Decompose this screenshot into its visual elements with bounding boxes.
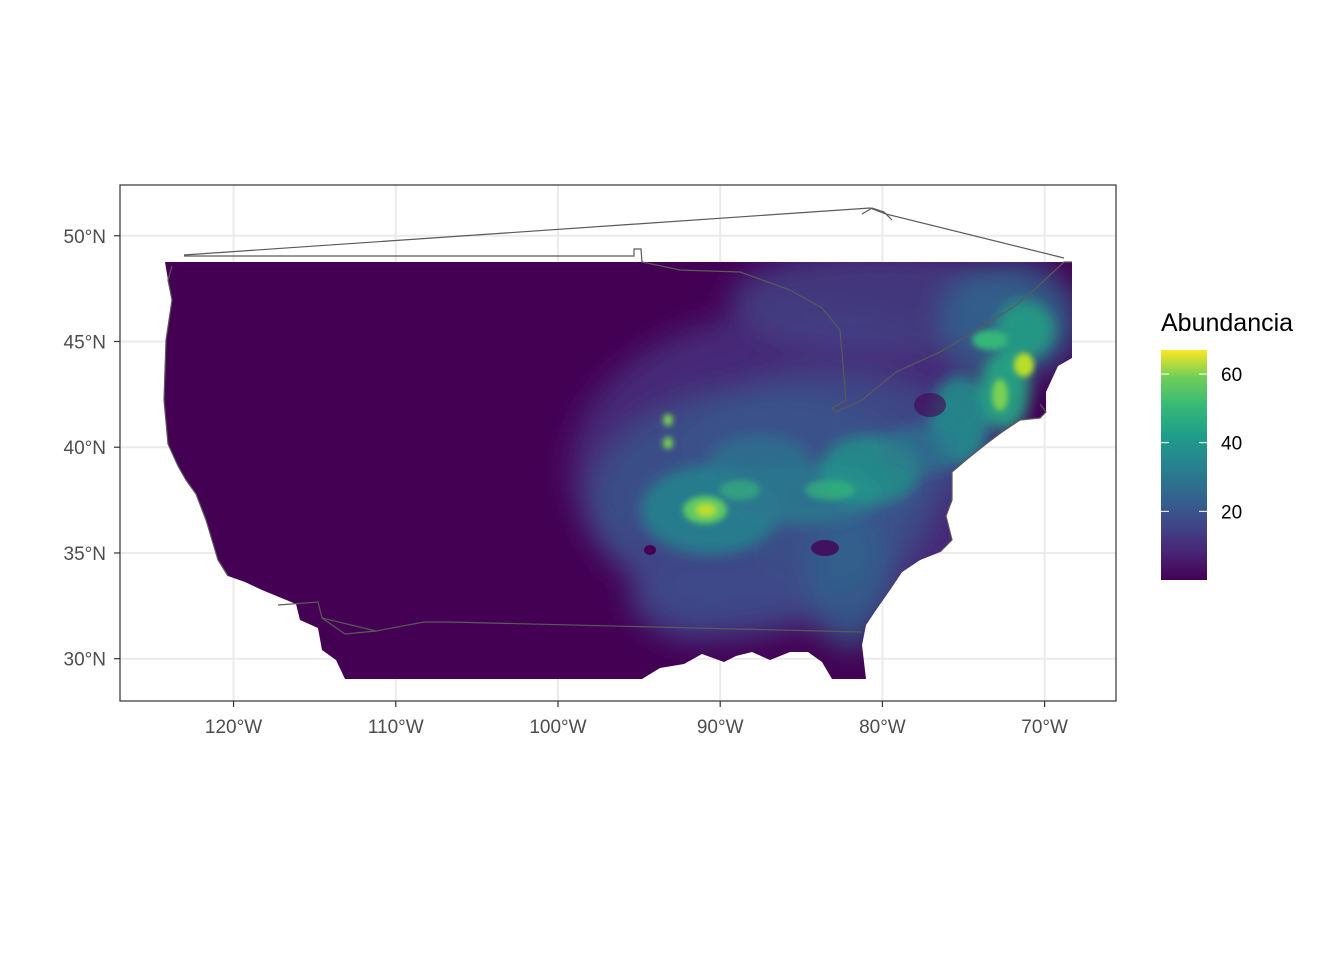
abundance-raster bbox=[164, 262, 1072, 679]
x-axis: 120°W 110°W 100°W 90°W 80°W 70°W bbox=[205, 701, 1068, 738]
x-tick-label: 70°W bbox=[1021, 717, 1068, 738]
legend-colorbar bbox=[1161, 350, 1207, 580]
plot-panel-border bbox=[119, 184, 1117, 702]
baja-line bbox=[321, 617, 377, 635]
raster-low-patch bbox=[914, 393, 946, 417]
raster-hotspots bbox=[663, 330, 1034, 524]
boundary-lines bbox=[163, 207, 1072, 635]
x-tick-label: 90°W bbox=[697, 717, 744, 738]
raster-low-patch bbox=[811, 540, 839, 556]
legend-ticks: 20 40 60 bbox=[1161, 365, 1242, 523]
legend: Abundancia 20 40 60 bbox=[1161, 309, 1293, 580]
y-tick-label: 30°N bbox=[64, 650, 106, 671]
x-tick-label: 110°W bbox=[368, 717, 424, 738]
northern-border-line bbox=[184, 248, 1072, 413]
coastline-east bbox=[939, 403, 1047, 553]
x-tick-label: 80°W bbox=[859, 717, 906, 738]
y-tick-label: 50°N bbox=[64, 227, 106, 248]
y-tick-label: 45°N bbox=[64, 332, 106, 353]
y-tick-label: 40°N bbox=[64, 438, 106, 459]
coastline-west bbox=[163, 265, 229, 577]
raster-low-patch bbox=[644, 545, 656, 555]
canada-hudson-line bbox=[183, 207, 1065, 259]
x-tick-label: 120°W bbox=[205, 717, 262, 738]
y-axis: 30°N 35°N 40°N 45°N 50°N bbox=[64, 227, 120, 671]
legend-tick-label: 40 bbox=[1221, 434, 1242, 455]
legend-title: Abundancia bbox=[1161, 309, 1293, 337]
legend-tick-label: 60 bbox=[1221, 365, 1242, 386]
y-tick-label: 35°N bbox=[64, 544, 106, 565]
legend-tick-label: 20 bbox=[1221, 502, 1242, 523]
x-tick-label: 100°W bbox=[529, 717, 586, 738]
hudson-hook-line bbox=[861, 207, 893, 221]
